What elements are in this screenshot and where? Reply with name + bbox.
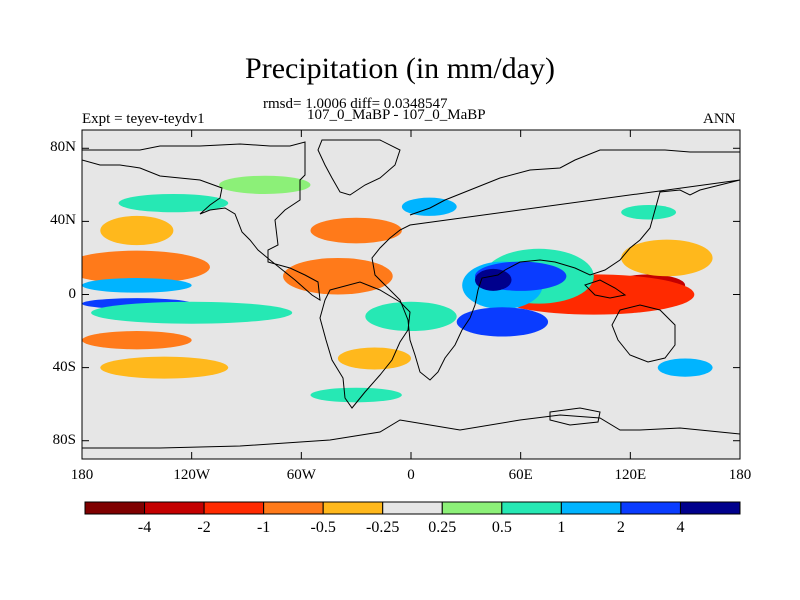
anomaly-region-22 bbox=[219, 175, 311, 194]
colorbar-label-6: 0.5 bbox=[491, 519, 512, 536]
comparison-label: 107_0_MaBP - 107_0_MaBP bbox=[307, 107, 486, 123]
anomaly-region-21 bbox=[118, 193, 229, 213]
season-label: ANN bbox=[703, 111, 736, 127]
anomaly-region-25 bbox=[621, 204, 677, 220]
anomaly-region-10 bbox=[100, 356, 229, 379]
x-tick-label-6: 180 bbox=[728, 467, 752, 483]
colorbar-label-1: -2 bbox=[197, 519, 211, 536]
colorbar-label-4: -0.25 bbox=[366, 519, 400, 536]
colorbar-label-3: -0.5 bbox=[310, 519, 336, 536]
coastline-antarctica bbox=[82, 414, 740, 449]
coastline-greenland bbox=[317, 139, 401, 196]
colorbar-label-7: 1 bbox=[557, 519, 566, 536]
coastlines bbox=[82, 139, 740, 449]
colorbar-label-8: 2 bbox=[616, 519, 625, 536]
anomaly-region-4 bbox=[82, 250, 210, 284]
axis-ticks bbox=[81, 130, 741, 459]
stats-line: rmsd= 1.0006 diff= 0.0348547 bbox=[263, 96, 448, 112]
colorbar-label-5: 0.25 bbox=[428, 519, 457, 536]
anomaly-region-8 bbox=[337, 347, 412, 370]
y-tick-label-0: 80N bbox=[50, 139, 76, 156]
coastline-island bbox=[549, 407, 601, 426]
x-tick-label-2: 60W bbox=[286, 467, 316, 483]
colorbar-label-0: -4 bbox=[137, 519, 152, 536]
coastline-indonesia bbox=[584, 279, 627, 299]
colorbar-label-9: 4 bbox=[676, 519, 685, 536]
coastline-australia bbox=[611, 304, 676, 363]
y-tick-label-4: 80S bbox=[52, 431, 76, 448]
chart-title: Precipitation (in mm/day) bbox=[245, 52, 555, 85]
anomaly-region-26 bbox=[401, 197, 457, 216]
anomaly-region-9 bbox=[621, 239, 713, 277]
coastline-south-america bbox=[319, 281, 411, 409]
x-tick-label-5: 120E bbox=[614, 467, 647, 483]
anomaly-region-5 bbox=[82, 331, 192, 350]
anomaly-region-24 bbox=[657, 358, 713, 377]
anomaly-region-7 bbox=[310, 217, 402, 244]
experiment-label: Expt = teyev-teydv1 bbox=[82, 111, 205, 127]
anomaly-region-14 bbox=[456, 307, 549, 337]
anomaly-region-19 bbox=[91, 301, 293, 324]
anomaly-region-16 bbox=[474, 268, 512, 291]
x-tick-label-0: 180 bbox=[70, 467, 94, 483]
x-tick-label-3: 0 bbox=[407, 467, 415, 483]
colorbar-label-2: -1 bbox=[256, 519, 271, 536]
anomaly-region-6 bbox=[283, 257, 393, 295]
y-tick-label-1: 40N bbox=[50, 212, 76, 229]
x-tick-label-4: 60E bbox=[508, 467, 533, 483]
y-tick-label-2: 0 bbox=[68, 285, 77, 302]
anomaly-regions bbox=[82, 175, 713, 403]
x-tick-label-1: 120W bbox=[173, 467, 210, 483]
anomaly-region-20 bbox=[365, 301, 457, 332]
anomaly-region-23 bbox=[310, 387, 402, 403]
y-tick-label-3: 40S bbox=[52, 358, 76, 375]
coastline-eurasia-africa bbox=[371, 149, 740, 381]
anomaly-region-11 bbox=[100, 215, 174, 246]
anomaly-region-17 bbox=[82, 278, 192, 293]
coastline-north-america bbox=[82, 141, 321, 301]
